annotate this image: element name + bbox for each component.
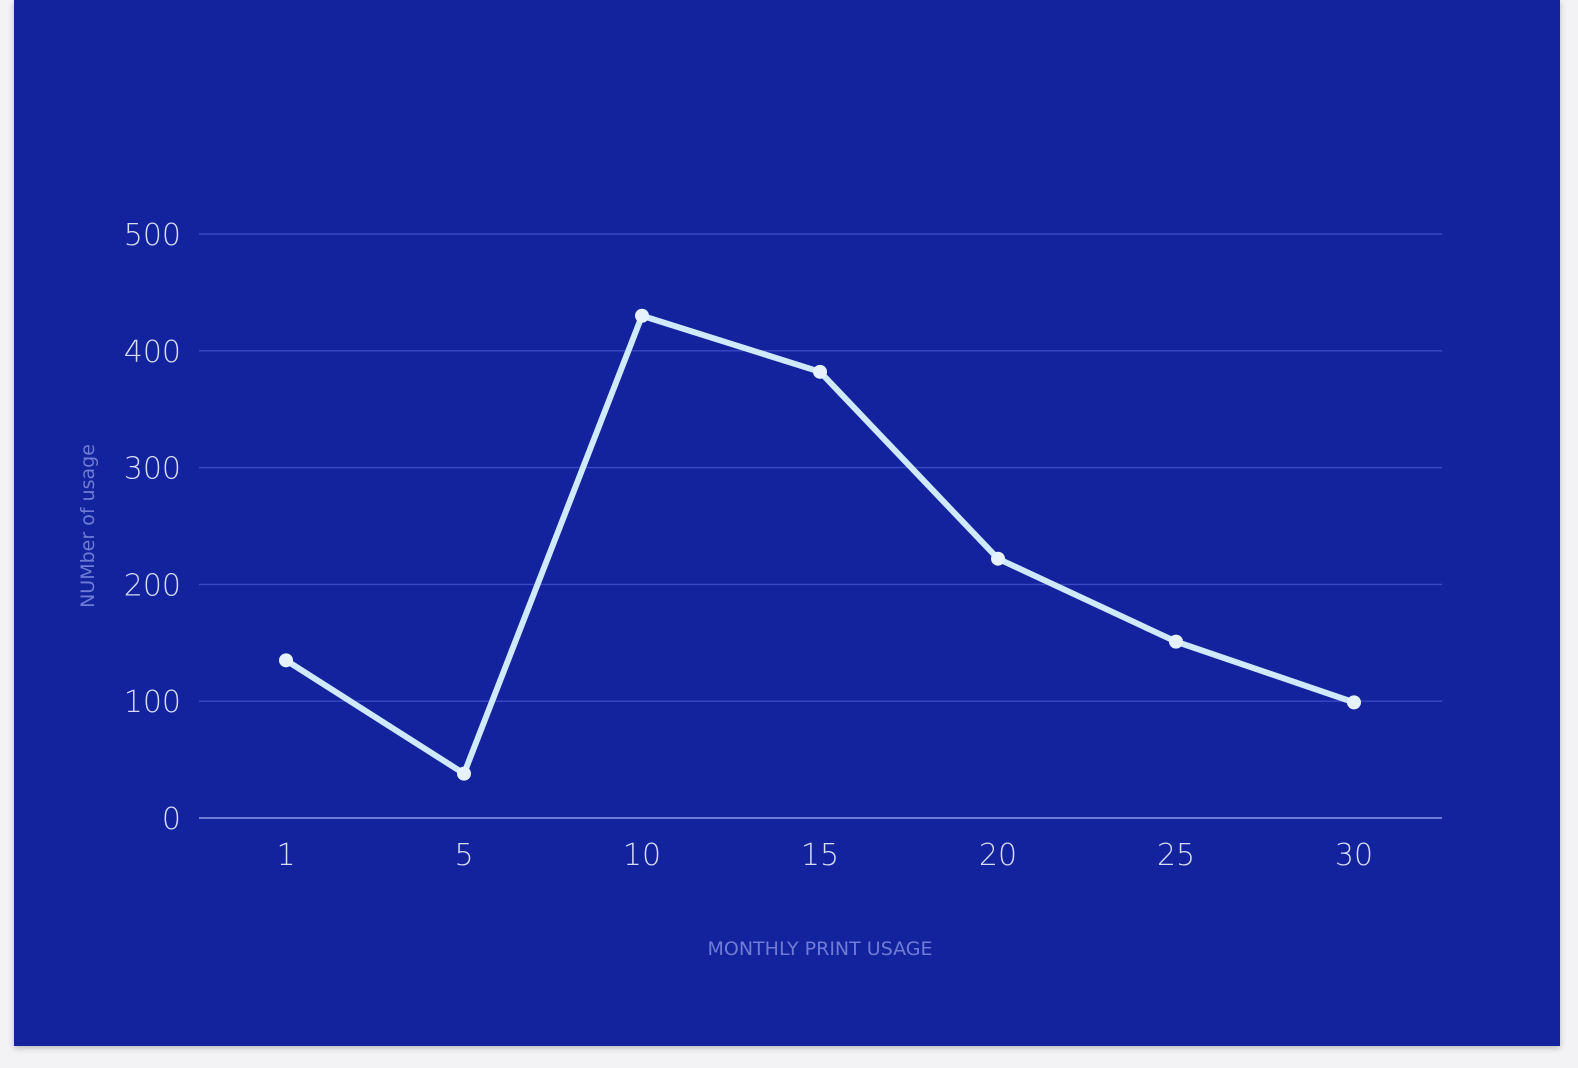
x-axis-ticks: 1 5 10 15 20 25 30 xyxy=(276,838,1373,873)
x-axis-title: MONTHLY PRINT USAGE xyxy=(708,938,933,960)
y-tick-label: 500 xyxy=(124,218,181,253)
x-tick-label: 30 xyxy=(1335,838,1373,873)
gridlines xyxy=(199,233,1442,819)
x-tick-label: 1 xyxy=(276,838,295,873)
data-point xyxy=(279,653,293,668)
data-point xyxy=(1347,695,1361,710)
chart-panel: 0 100 200 300 400 500 1 5 10 15 20 25 30 NUMber of … xyxy=(14,0,1560,1046)
x-tick-label: 25 xyxy=(1157,838,1195,873)
data-point xyxy=(457,766,471,781)
data-point xyxy=(635,308,649,323)
y-tick-label: 300 xyxy=(124,452,181,487)
x-tick-label: 5 xyxy=(454,838,473,873)
y-tick-label: 0 xyxy=(162,802,181,837)
data-point xyxy=(991,551,1005,566)
data-point xyxy=(813,364,827,379)
y-tick-label: 200 xyxy=(124,568,181,603)
data-point xyxy=(1169,634,1183,649)
y-axis-ticks: 0 100 200 300 400 500 xyxy=(124,218,181,837)
x-tick-label: 10 xyxy=(623,838,661,873)
x-tick-label: 15 xyxy=(801,838,839,873)
series-group xyxy=(279,308,1361,781)
y-tick-label: 100 xyxy=(124,685,181,720)
x-tick-label: 20 xyxy=(979,838,1017,873)
y-axis-title: NUMber of usage xyxy=(77,444,99,608)
chart-background xyxy=(14,0,1560,1046)
y-tick-label: 400 xyxy=(124,335,181,370)
